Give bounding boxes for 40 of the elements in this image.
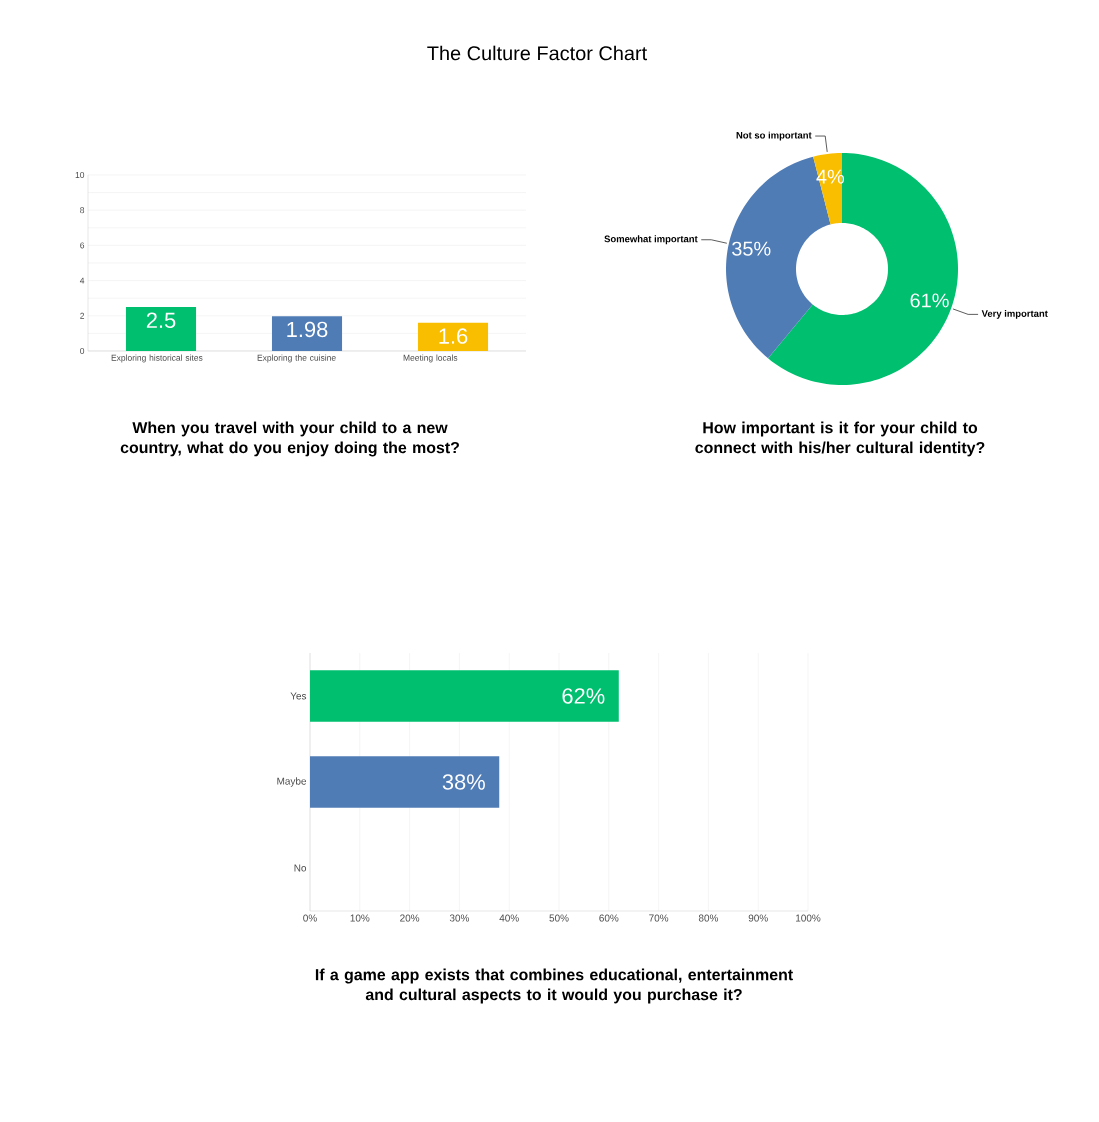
data-label: 1.98	[287, 321, 328, 338]
slice-label: Not so important	[736, 131, 812, 141]
data-label: 62%	[562, 688, 605, 704]
bar	[125, 306, 197, 351]
text: The Culture Factor Chart	[427, 45, 648, 61]
y-tick-label: 2	[80, 312, 85, 319]
y-tick-label: 8	[80, 207, 85, 214]
x-tick-label: 20%	[400, 914, 420, 922]
y-tick-label: Yes	[290, 692, 307, 700]
bar	[417, 322, 489, 351]
x-tick-label: 10%	[350, 914, 370, 922]
x-tick-label: 40%	[499, 914, 519, 922]
data-label: 1.6	[439, 328, 468, 344]
x-tick-label: Exploring historical sites	[111, 354, 203, 363]
x-tick-label: 50%	[549, 914, 569, 922]
x-tick-label: 0%	[303, 914, 317, 922]
y-tick-label: 10	[75, 172, 85, 178]
text: How important is it for your child to connect with his/her cultural identity?	[695, 421, 985, 457]
y-tick-label: No	[294, 864, 307, 872]
data-label: 2.5	[146, 312, 176, 329]
y-tick-label: Maybe	[277, 777, 307, 787]
x-tick-label: 60%	[599, 914, 619, 922]
data-label: 38%	[442, 774, 485, 790]
x-tick-label: 80%	[698, 914, 719, 922]
y-tick-label: 6	[80, 242, 85, 249]
slice-label: Very important	[981, 309, 1048, 319]
bar	[271, 316, 343, 351]
data-label: 35%	[732, 241, 771, 256]
x-tick-label: 70%	[649, 914, 669, 922]
x-tick-label: 100%	[796, 914, 821, 922]
data-label: 61%	[910, 293, 949, 308]
x-tick-label: Meeting locals	[403, 354, 458, 363]
text: If a game app exists that combines educational, entertainment and cultural aspects to it would you purchase it?	[315, 968, 793, 1004]
text: When you travel with your child to a new country, what do you enjoy doing the most?	[120, 421, 459, 457]
x-tick-label: Exploring the cuisine	[257, 354, 336, 363]
slice-label: Somewhat important	[604, 235, 698, 245]
x-tick-label: 30%	[449, 914, 470, 922]
y-tick-label: 0	[80, 348, 85, 354]
x-tick-label: 90%	[748, 914, 768, 922]
y-tick-label: 4	[79, 277, 85, 284]
